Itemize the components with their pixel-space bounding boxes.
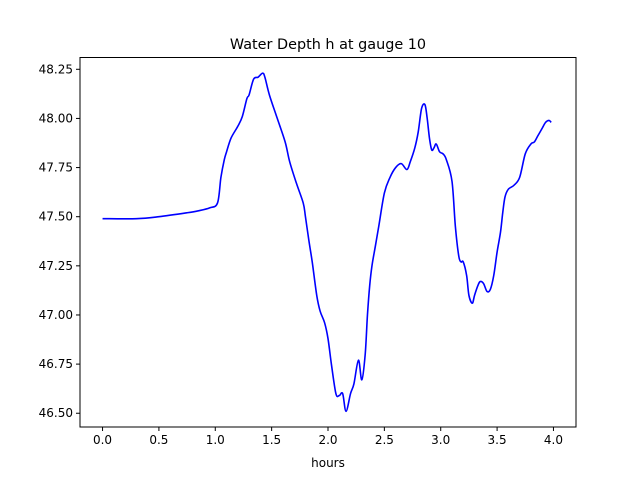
y-tick-label: 47.50 — [39, 210, 73, 224]
y-axis-ticks: 46.50 46.75 47.00 47.25 47.50 47.75 48.00 48.25 — [39, 62, 80, 420]
y-tick-label: 47.75 — [39, 161, 73, 175]
x-tick-label: 4.0 — [544, 433, 563, 447]
plot-frame — [79, 57, 577, 428]
y-tick-label: 46.50 — [39, 406, 73, 420]
x-tick-label: 0.5 — [149, 433, 168, 447]
y-tick-label: 47.25 — [39, 259, 73, 273]
y-tick-label: 47.00 — [39, 308, 73, 322]
x-axis-ticks: 0.0 0.5 1.0 1.5 2.0 2.5 3.0 3.5 4.0 — [93, 427, 563, 447]
x-tick-label: 2.0 — [318, 433, 337, 447]
x-tick-label: 3.0 — [431, 433, 450, 447]
x-tick-label: 3.5 — [488, 433, 507, 447]
x-tick-label: 2.5 — [375, 433, 394, 447]
x-tick-label: 1.5 — [262, 433, 281, 447]
y-tick-label: 48.25 — [39, 62, 73, 76]
x-axis-label: hours — [311, 456, 345, 470]
x-tick-label: 0.0 — [93, 433, 112, 447]
y-tick-label: 46.75 — [39, 357, 73, 371]
series-layer — [102, 72, 552, 413]
series-line-0 — [102, 72, 552, 413]
y-tick-label: 48.00 — [39, 111, 73, 125]
chart-title: Water Depth h at gauge 10 — [230, 37, 426, 53]
x-tick-label: 1.0 — [206, 433, 225, 447]
